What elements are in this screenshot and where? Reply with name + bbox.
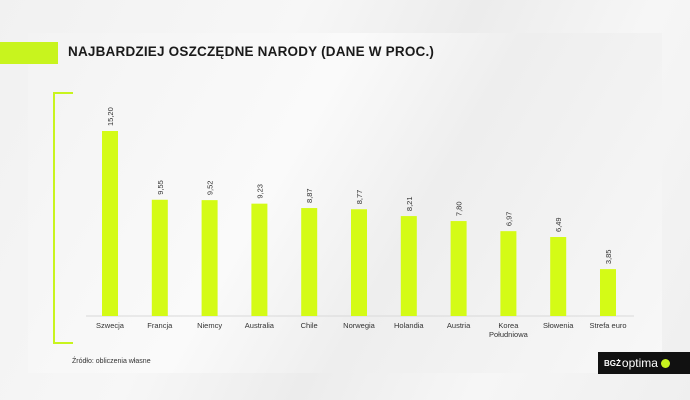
data-label: 8,87 <box>305 188 314 203</box>
chart-title: NAJBARDZIEJ OSZCZĘDNE NARODY (DANE W PRO… <box>68 44 435 59</box>
category-label: Południowa <box>489 330 529 339</box>
bar <box>600 269 616 316</box>
left-bracket-decoration <box>53 92 73 344</box>
bar <box>251 203 268 316</box>
data-label: 8,77 <box>355 190 364 205</box>
bar <box>500 231 517 316</box>
logo-dot-icon <box>660 358 670 368</box>
logo-bgz-text: BGŻ <box>604 358 621 368</box>
category-label: Francja <box>147 321 173 330</box>
category-label: Niemcy <box>197 321 222 330</box>
bar <box>151 199 168 316</box>
logo-optima-text: optima <box>621 356 658 370</box>
data-label: 8,21 <box>405 196 414 211</box>
category-label: Holandia <box>394 321 424 330</box>
data-label: 9,55 <box>156 180 165 195</box>
bar <box>450 221 467 316</box>
bar <box>351 209 367 316</box>
bar <box>301 208 318 316</box>
data-label: 7,80 <box>455 201 464 216</box>
category-label: Szwecja <box>96 321 125 330</box>
category-label: Strefa euro <box>589 321 626 330</box>
category-label: Australia <box>245 321 275 330</box>
data-label: 6,97 <box>504 212 513 227</box>
category-label: Korea <box>498 321 519 330</box>
data-label: 9,52 <box>206 181 215 196</box>
category-label: Norwegia <box>343 321 376 330</box>
category-label: Słowenia <box>543 321 574 330</box>
data-label: 15,20 <box>106 107 115 126</box>
bar <box>400 216 417 316</box>
bar <box>102 131 118 316</box>
data-label: 9,23 <box>255 184 264 199</box>
category-label: Austria <box>447 321 471 330</box>
bar <box>550 237 567 316</box>
title-accent-bar <box>0 42 58 64</box>
source-note: Źródło: obliczenia własne <box>72 358 151 365</box>
data-label: 6,49 <box>554 217 563 232</box>
bar <box>201 200 218 316</box>
bgz-optima-logo: BGŻ optima <box>598 352 690 374</box>
category-label: Chile <box>301 321 318 330</box>
data-label: 3,85 <box>604 250 613 265</box>
